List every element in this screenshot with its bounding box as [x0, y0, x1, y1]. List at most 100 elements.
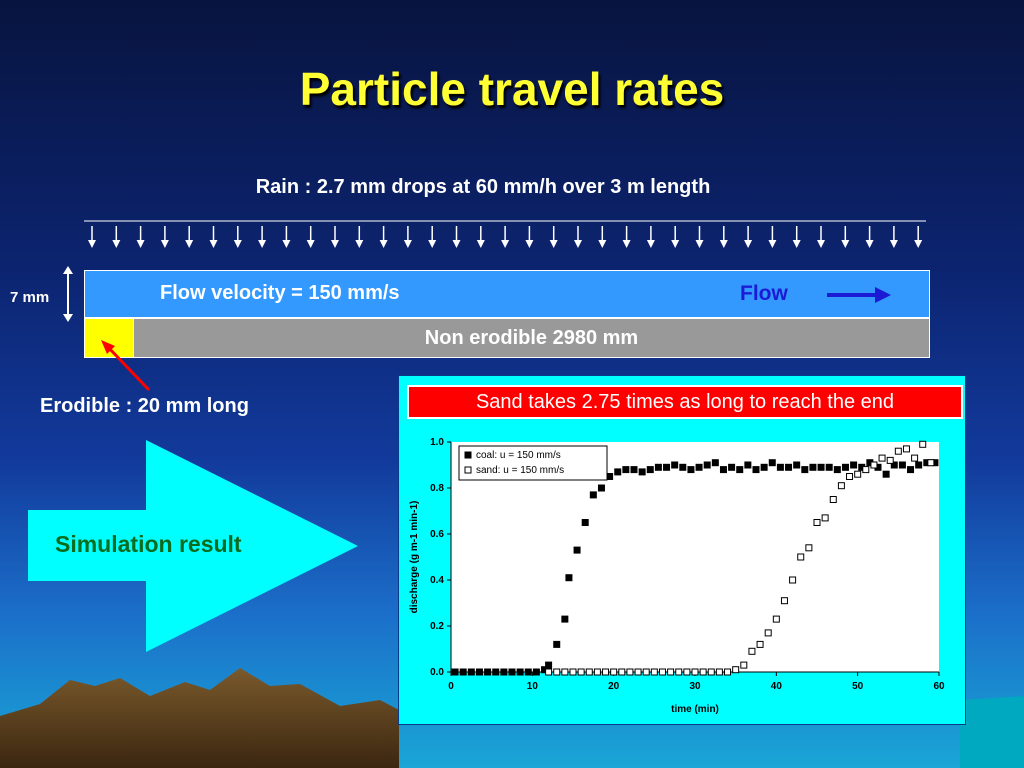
coal-point — [532, 668, 540, 676]
sand-point — [699, 668, 707, 676]
legend-marker — [464, 466, 472, 474]
non-erodible-label: Non erodible 2980 mm — [424, 326, 639, 349]
coal-point — [719, 466, 727, 474]
sand-point — [894, 447, 902, 455]
coal-point — [654, 463, 662, 471]
rain-drop-arrow — [622, 226, 631, 248]
sand-point — [821, 514, 829, 522]
coal-point — [475, 668, 483, 676]
coal-point — [671, 461, 679, 469]
y-tick-label: 0.6 — [430, 529, 444, 540]
coal-point — [492, 668, 500, 676]
mountain-silhouette — [0, 668, 1024, 768]
sand-point — [618, 668, 626, 676]
sand-point — [642, 668, 650, 676]
sand-point — [561, 668, 569, 676]
coal-point — [711, 459, 719, 467]
sand-point — [732, 666, 740, 674]
coal-point — [768, 459, 776, 467]
coal-point — [793, 461, 801, 469]
sand-point — [707, 668, 715, 676]
coal-point — [524, 668, 532, 676]
rain-drop-arrow — [331, 226, 339, 248]
x-tick-label: 50 — [852, 681, 864, 692]
rain-drop-arrow — [792, 226, 801, 248]
sand-point — [715, 668, 723, 676]
sand-point — [772, 615, 780, 623]
sand-point — [748, 647, 756, 655]
y-tick-label: 1.0 — [430, 437, 444, 448]
coal-point — [703, 461, 711, 469]
coal-point — [687, 466, 695, 474]
coal-point — [776, 463, 784, 471]
rain-drop-arrow — [136, 226, 145, 248]
depth-arrow — [63, 266, 73, 322]
coal-point — [589, 491, 597, 499]
coal-point — [744, 461, 752, 469]
sand-point — [789, 576, 797, 584]
coal-point — [451, 668, 459, 676]
sand-point — [797, 553, 805, 561]
rain-drop-arrow — [112, 226, 121, 248]
sand-point — [545, 668, 553, 676]
coal-point — [785, 463, 793, 471]
non-erodible-segment: Non erodible 2980 mm — [134, 319, 929, 357]
coal-point — [500, 668, 508, 676]
rain-drop-arrow — [841, 226, 850, 248]
slide-title: Particle travel rates — [299, 63, 725, 115]
sand-point — [870, 461, 878, 469]
rain-drop-arrow — [233, 226, 242, 248]
coal-point — [801, 466, 809, 474]
rain-drop-arrow — [744, 226, 753, 248]
coal-point — [646, 466, 654, 474]
sand-point — [886, 456, 894, 464]
sand-point — [650, 668, 658, 676]
coal-point — [630, 466, 638, 474]
erodible-label: Erodible : 20 mm long — [40, 395, 249, 417]
rain-drops-diagram — [84, 220, 926, 248]
coal-point — [695, 463, 703, 471]
coal-point — [833, 466, 841, 474]
chart-panel: 0 10 20 30 40 50 60 0.0 0.2 0.4 0.6 0.8 1.0 time (min… — [398, 375, 966, 725]
rain-drop-arrow — [525, 226, 534, 248]
sand-point — [854, 470, 862, 478]
rain-drop-arrow — [768, 226, 777, 248]
erodible-pointer-arrow — [101, 340, 151, 392]
sand-point — [829, 496, 837, 503]
coal-point — [841, 463, 849, 471]
coal-point — [898, 461, 906, 469]
x-tick-label: 60 — [933, 681, 945, 692]
sand-point — [846, 473, 854, 480]
sand-point — [675, 668, 683, 676]
depth-label: 7 mm — [10, 289, 50, 306]
sand-point — [626, 668, 634, 676]
rain-label: Rain : 2.7 mm drops at 60 mm/h over 3 m … — [255, 176, 711, 198]
y-tick-label: 0.8 — [430, 483, 444, 494]
coal-point — [561, 615, 569, 623]
rain-drop-arrow — [598, 226, 607, 248]
coal-point — [614, 468, 622, 476]
coal-point — [508, 668, 516, 676]
flow-label: Flow — [740, 282, 788, 305]
sand-point — [764, 629, 772, 637]
rain-drop-arrow — [889, 226, 898, 248]
flow-velocity-label: Flow velocity = 150 mm/s — [160, 282, 400, 304]
rain-drop-arrow — [501, 226, 510, 248]
coal-point — [459, 668, 467, 676]
sand-point — [780, 597, 788, 605]
sand-point — [878, 454, 886, 462]
x-tick-label: 40 — [771, 681, 783, 692]
sand-point — [569, 668, 577, 676]
sand-point — [902, 445, 910, 453]
coal-point — [728, 463, 736, 471]
sand-point — [634, 668, 642, 676]
legend-entry: sand: u = 150 mm/s — [476, 465, 564, 476]
x-axis-label: time (min) — [671, 704, 719, 715]
sand-point — [593, 668, 601, 676]
x-tick-label: 20 — [608, 681, 620, 692]
sand-point — [553, 668, 561, 676]
sand-point — [667, 668, 675, 676]
rain-drop-arrow — [258, 226, 267, 248]
sand-point — [724, 668, 732, 676]
sand-point — [602, 668, 610, 676]
